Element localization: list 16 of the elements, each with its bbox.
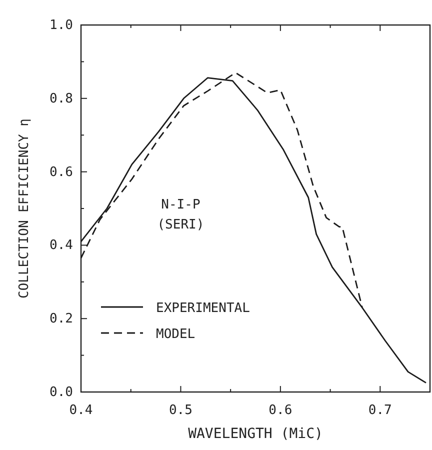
x-tick-label: 0.5 xyxy=(168,403,192,418)
x-tick-label: 0.6 xyxy=(268,403,292,418)
y-tick-label: 0.4 xyxy=(50,238,74,254)
legend-label: EXPERIMENTAL xyxy=(156,301,250,316)
y-axis-title: COLLECTION EFFICIENCY η xyxy=(17,118,32,299)
y-tick-label: 1.0 xyxy=(50,18,73,33)
annotation: N-I-P xyxy=(161,198,200,212)
legend-label: MODEL xyxy=(156,327,196,342)
y-tick-label: 0.2 xyxy=(50,312,73,327)
y-tick-label: 0.0 xyxy=(50,385,73,400)
x-axis-title: WAVELENGTH (MiC) xyxy=(188,426,323,442)
x-tick-label: 0.7 xyxy=(368,403,392,418)
annotation: (SERI) xyxy=(157,218,204,232)
y-tick-label: 0.6 xyxy=(50,164,73,180)
x-tick-label: 0.4 xyxy=(69,403,93,418)
y-tick-label: 0.8 xyxy=(50,91,73,106)
